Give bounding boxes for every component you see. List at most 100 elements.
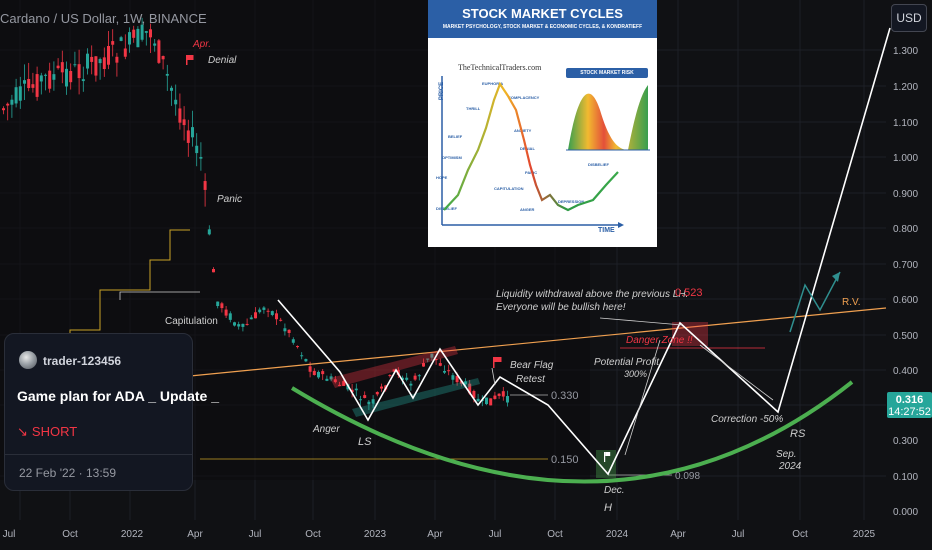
candle-body bbox=[157, 40, 161, 63]
infographic-brand: TheTechnicalTraders.com bbox=[458, 63, 542, 72]
candle-body bbox=[178, 108, 182, 123]
candle-body bbox=[220, 303, 224, 309]
time-tick: 2022 bbox=[121, 529, 144, 540]
stage-label: PANIC bbox=[525, 170, 538, 175]
candle-body bbox=[6, 103, 10, 106]
candle-body bbox=[107, 46, 110, 65]
price-tick: 0.600 bbox=[893, 295, 918, 306]
candle-body bbox=[132, 29, 136, 38]
avatar[interactable] bbox=[19, 351, 37, 369]
idea-date: 22 Feb '22 · 13:59 bbox=[19, 466, 117, 480]
price-tick: 0.400 bbox=[893, 366, 918, 377]
candle-body bbox=[312, 370, 316, 376]
candle-body bbox=[119, 37, 123, 41]
liquidity-pointer bbox=[599, 317, 683, 326]
candle-body bbox=[476, 398, 480, 402]
label-ls: LS bbox=[358, 436, 372, 448]
candle-body bbox=[489, 398, 493, 406]
price-tick: 0.900 bbox=[893, 189, 918, 200]
price-tick: 1.200 bbox=[893, 82, 918, 93]
price-tick: 0.800 bbox=[893, 224, 918, 235]
candle-body bbox=[174, 99, 178, 105]
label-panic: Panic bbox=[217, 194, 242, 205]
candle-body bbox=[86, 53, 89, 69]
label-bear-flag: Bear Flag bbox=[510, 360, 554, 371]
candle-body bbox=[144, 31, 148, 33]
candle-body bbox=[195, 145, 199, 154]
stage-label: DISBELIEF bbox=[588, 162, 609, 167]
candle-body bbox=[455, 375, 459, 383]
candle-body bbox=[417, 375, 421, 377]
label-apr: Apr. bbox=[192, 39, 211, 50]
label-sep-year: 2024 bbox=[778, 461, 802, 472]
candle-body bbox=[367, 401, 371, 405]
candle-body bbox=[60, 62, 64, 73]
label-denial: Denial bbox=[208, 55, 237, 66]
label-level-150: 0.150 bbox=[551, 454, 579, 466]
candle-body bbox=[165, 73, 169, 76]
rv-path bbox=[789, 271, 841, 333]
time-tick: 2024 bbox=[606, 529, 629, 540]
time-tick: Jul bbox=[489, 529, 502, 540]
candle-body bbox=[245, 323, 249, 325]
candle-body bbox=[375, 392, 379, 395]
candle-body bbox=[18, 86, 22, 101]
time-tick: Oct bbox=[792, 529, 808, 540]
candle-body bbox=[136, 28, 140, 48]
time-tick: Oct bbox=[62, 529, 78, 540]
rounding-bottom-curve bbox=[290, 380, 854, 484]
candle-body bbox=[39, 75, 43, 82]
candle-body bbox=[371, 399, 375, 404]
candle-body bbox=[485, 397, 488, 405]
label-h: H bbox=[604, 502, 612, 514]
candle-body bbox=[459, 380, 463, 384]
candle-body bbox=[48, 70, 52, 89]
candle-body bbox=[279, 319, 283, 321]
candle-body bbox=[249, 317, 253, 320]
author-name[interactable]: trader-123456 bbox=[43, 354, 122, 368]
candle-body bbox=[451, 375, 455, 380]
candle-body bbox=[426, 358, 430, 360]
stage-label: DEPRESSION bbox=[558, 199, 585, 204]
candlestick-series bbox=[2, 17, 509, 411]
price-axis[interactable]: 1.300 1.200 1.100 1.000 0.900 0.800 0.70… bbox=[893, 46, 918, 518]
candle-body bbox=[262, 307, 266, 310]
candle-body bbox=[115, 56, 119, 63]
chart-title[interactable]: Cardano / US Dollar, 1W, BINANCE bbox=[0, 11, 207, 26]
candle-body bbox=[333, 379, 337, 383]
stage-label: CAPITULATION bbox=[494, 186, 524, 191]
correction-arrow bbox=[699, 344, 774, 401]
candle-body bbox=[447, 370, 451, 372]
profit-arrow bbox=[624, 339, 661, 456]
candle-body bbox=[77, 64, 81, 79]
time-axis[interactable]: Jul Oct 2022 Apr Jul Oct 2023 Apr Jul Oc… bbox=[3, 529, 876, 540]
stage-label: BELIEF bbox=[448, 134, 463, 139]
candle-body bbox=[497, 393, 501, 396]
candle-body bbox=[392, 369, 396, 372]
card-divider bbox=[5, 454, 192, 455]
infographic-graphics bbox=[441, 76, 650, 228]
candle-body bbox=[501, 391, 505, 397]
currency-button[interactable]: USD bbox=[891, 4, 927, 32]
candle-body bbox=[191, 127, 194, 138]
label-potential-pct: 300% bbox=[624, 369, 647, 379]
price-tick: 0.100 bbox=[893, 472, 918, 483]
idea-title[interactable]: Game plan for ADA _ Update _ bbox=[17, 388, 220, 404]
time-tick: Oct bbox=[305, 529, 321, 540]
candle-body bbox=[65, 68, 68, 87]
candle-body bbox=[182, 119, 186, 126]
candle-body bbox=[10, 99, 14, 105]
infographic-header bbox=[428, 0, 657, 38]
idea-card[interactable]: trader-123456 Game plan for ADA _ Update… bbox=[4, 333, 219, 491]
projection-path bbox=[277, 27, 891, 476]
time-tick: Oct bbox=[547, 529, 563, 540]
candle-body bbox=[493, 395, 497, 399]
candle-body bbox=[52, 74, 56, 80]
stage-label: ANGER bbox=[520, 207, 535, 212]
stage-label: THRILL bbox=[466, 106, 481, 111]
candle-body bbox=[237, 324, 241, 327]
candle-body bbox=[329, 376, 333, 380]
arrow-down-right-icon: ↘ bbox=[17, 424, 28, 439]
infographic-title: STOCK MARKET CYCLES bbox=[462, 6, 623, 21]
label-level-098: 0.098 bbox=[675, 471, 700, 482]
